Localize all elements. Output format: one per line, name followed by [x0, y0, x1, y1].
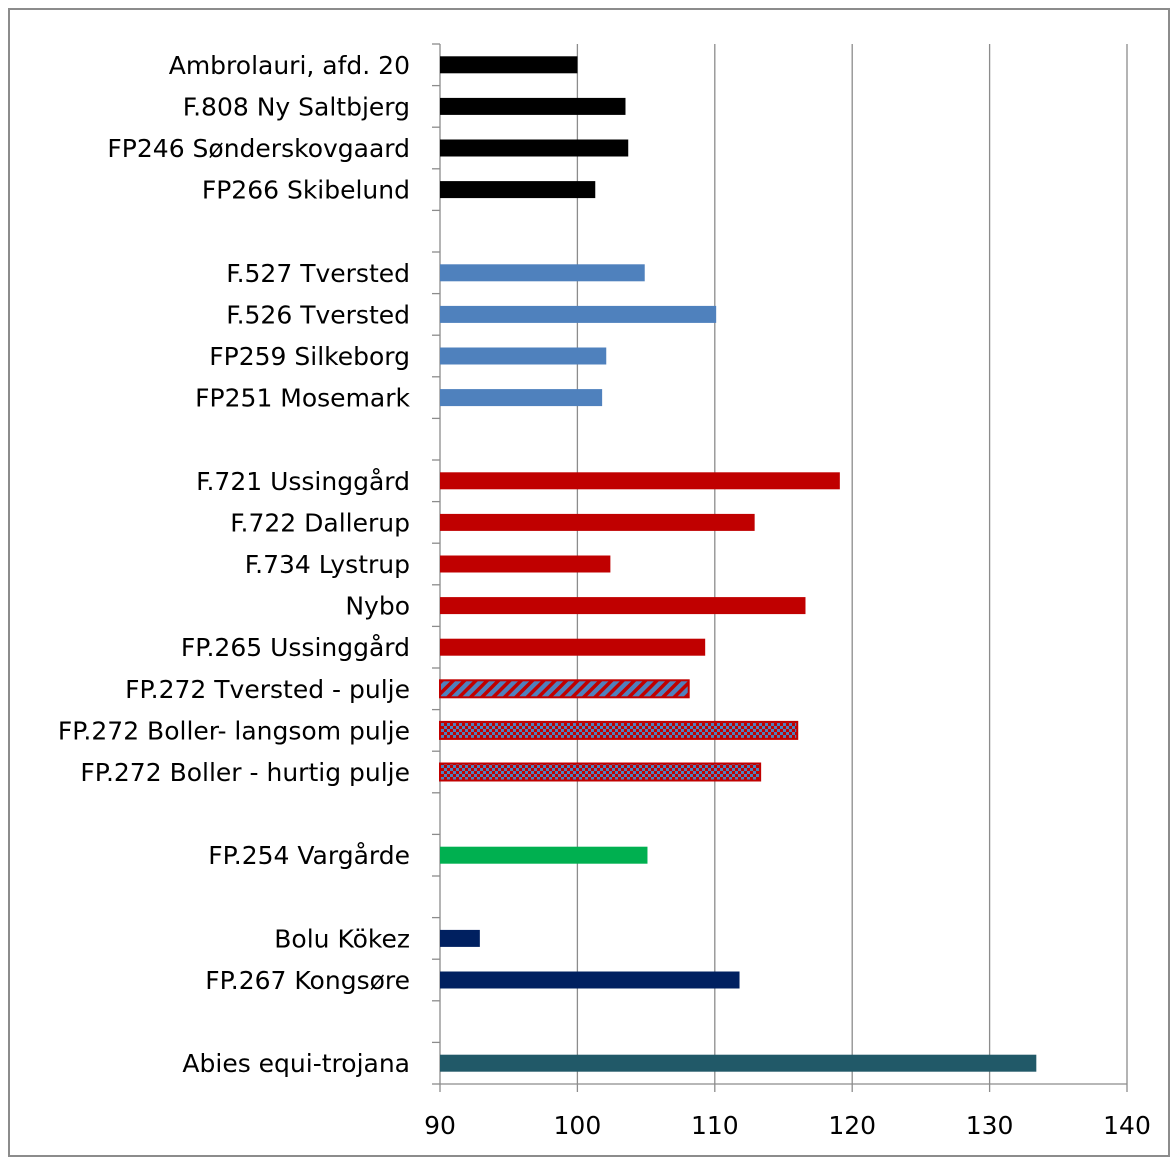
- category-labels: Ambrolauri, afd. 20 F.808 Ny Saltbjerg FP2…: [58, 51, 411, 1078]
- bar: [440, 1054, 1037, 1072]
- category-label: F.734 Lystrup: [245, 550, 410, 579]
- category-label: FP251 Mosemark: [195, 384, 410, 413]
- category-label: Ambrolauri, afd. 20: [169, 51, 410, 80]
- x-tick-label: 120: [828, 1111, 876, 1140]
- x-tick-labels: 90 100 110 120 130 140: [424, 1111, 1151, 1140]
- category-label: Bolu Kökez: [274, 924, 410, 953]
- category-label: FP.272 Boller- langsom pulje: [58, 716, 410, 745]
- gridlines: [576, 44, 1128, 1084]
- category-label: FP.272 Boller - hurtig pulje: [80, 758, 410, 787]
- bar: [440, 555, 611, 573]
- bar: [440, 513, 755, 531]
- bar: [439, 762, 762, 782]
- bar: [440, 597, 806, 615]
- category-label: FP.272 Tversted - pulje: [125, 675, 410, 704]
- bar: [440, 139, 629, 157]
- bars: [439, 56, 1037, 1072]
- bar: [440, 347, 607, 365]
- category-label: F.808 Ny Saltbjerg: [183, 92, 410, 121]
- bar: [440, 97, 626, 115]
- bar: [440, 846, 648, 864]
- chart-frame: [8, 8, 1170, 1157]
- bar: [439, 720, 799, 740]
- x-tick-label: 130: [966, 1111, 1014, 1140]
- bar: [440, 472, 840, 490]
- x-tick-label: 90: [424, 1111, 456, 1140]
- bar: [440, 638, 706, 656]
- category-label: F.527 Tversted: [226, 259, 410, 288]
- bar: [439, 679, 690, 699]
- bar: [440, 56, 578, 74]
- x-tick-label: 110: [691, 1111, 739, 1140]
- bar: [440, 305, 717, 323]
- bar: [440, 971, 740, 989]
- x-tick-label: 140: [1103, 1111, 1151, 1140]
- category-label: FP259 Silkeborg: [209, 342, 410, 371]
- category-label: F.721 Ussinggård: [196, 467, 410, 496]
- category-label: Abies equi-trojana: [182, 1049, 410, 1078]
- bar: [440, 389, 603, 407]
- category-label: FP.267 Kongsøre: [205, 966, 410, 995]
- bar: [440, 181, 596, 199]
- category-label: Nybo: [345, 592, 410, 621]
- category-label: F.526 Tversted: [226, 300, 410, 329]
- category-label: FP266 Skibelund: [202, 176, 410, 205]
- x-tick-label: 100: [554, 1111, 602, 1140]
- category-label: F.722 Dallerup: [230, 508, 410, 537]
- bar: [440, 264, 645, 282]
- category-label: FP.265 Ussinggård: [181, 633, 410, 662]
- category-label: FP246 Sønderskovgaard: [107, 134, 410, 163]
- bar: [440, 929, 480, 947]
- category-label: FP.254 Vargårde: [208, 841, 410, 870]
